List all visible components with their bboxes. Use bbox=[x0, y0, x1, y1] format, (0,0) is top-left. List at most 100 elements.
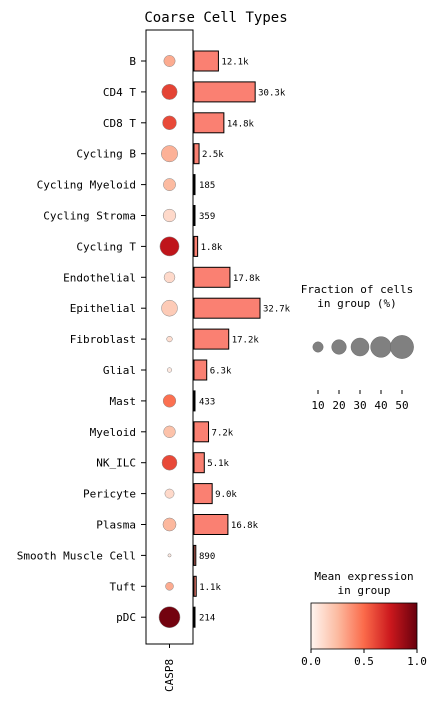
count-label: 5.1k bbox=[207, 459, 229, 469]
count-bar bbox=[193, 143, 200, 165]
color-legend-title-2: in group bbox=[338, 584, 391, 597]
row-label: CD8 T bbox=[103, 117, 136, 130]
count-bar bbox=[193, 235, 199, 257]
count-label: 214 bbox=[199, 614, 215, 624]
size-legend-dot bbox=[312, 341, 324, 353]
count-label: 433 bbox=[199, 397, 215, 407]
row-label: Cycling Stroma bbox=[43, 210, 136, 223]
size-legend-label: 40 bbox=[374, 399, 387, 412]
count-label: 1.1k bbox=[199, 583, 221, 593]
dot bbox=[162, 394, 177, 408]
row-label: NK_ILC bbox=[96, 457, 136, 470]
row-labels: B CD4 T CD8 T Cycling B Cycling Myeloid Cycli… bbox=[17, 55, 146, 624]
colorbar-tick-label: 0.5 bbox=[354, 655, 374, 668]
size-legend-title-2: in group (%) bbox=[317, 297, 396, 310]
row-label: Cycling Myeloid bbox=[37, 179, 136, 192]
row-label: Cycling T bbox=[76, 240, 136, 253]
size-legend-dot bbox=[370, 336, 392, 358]
size-legend-title-1: Fraction of cells bbox=[301, 283, 414, 296]
size-legend-dot bbox=[331, 339, 347, 355]
chart-title: Coarse Cell Types bbox=[144, 10, 287, 26]
row-label: B bbox=[129, 55, 136, 68]
dot bbox=[161, 83, 178, 100]
colorbar-tick-label: 1.0 bbox=[407, 655, 427, 668]
count-label: 12.1k bbox=[221, 58, 249, 68]
row-label: Cycling B bbox=[76, 148, 136, 161]
count-bar bbox=[193, 205, 196, 226]
size-legend: 10 20 30 40 50 bbox=[311, 335, 414, 412]
count-bar bbox=[193, 514, 229, 535]
dot bbox=[161, 145, 178, 163]
size-legend-label: 50 bbox=[395, 399, 408, 412]
count-bar bbox=[193, 452, 205, 474]
count-bar bbox=[193, 544, 197, 566]
count-bar bbox=[193, 421, 210, 443]
row-label: Endothelial bbox=[63, 271, 136, 284]
dot bbox=[163, 425, 176, 438]
row-label: pDC bbox=[116, 611, 136, 624]
row-label: Fibroblast bbox=[70, 333, 136, 346]
size-legend-dot bbox=[390, 335, 414, 359]
count-bar bbox=[193, 266, 231, 288]
count-label: 16.8k bbox=[231, 521, 259, 531]
row-label: Plasma bbox=[96, 519, 136, 532]
count-bar bbox=[193, 174, 196, 196]
dot bbox=[166, 367, 173, 373]
dot bbox=[164, 488, 175, 499]
count-label: 890 bbox=[199, 552, 215, 562]
size-legend-label: 30 bbox=[353, 399, 366, 412]
count-bar bbox=[193, 359, 208, 381]
dot bbox=[161, 454, 178, 471]
size-legend-label: 10 bbox=[311, 399, 324, 412]
dot bbox=[162, 208, 177, 223]
count-bar bbox=[193, 50, 219, 72]
count-label: 17.8k bbox=[233, 274, 261, 284]
count-label: 185 bbox=[199, 181, 215, 191]
gene-label: CASP8 bbox=[163, 659, 176, 692]
dots bbox=[158, 55, 181, 628]
count-label: 32.7k bbox=[263, 305, 291, 315]
colorbar bbox=[310, 602, 418, 650]
row-label: Epithelial bbox=[70, 302, 136, 315]
count-label: 7.2k bbox=[212, 428, 234, 438]
size-legend-dot bbox=[350, 337, 370, 357]
count-bar bbox=[193, 297, 261, 319]
dot bbox=[163, 271, 176, 283]
count-label: 1.8k bbox=[201, 243, 223, 253]
dot bbox=[163, 55, 176, 67]
colorbar-ticks: 0.0 0.5 1.0 bbox=[301, 649, 427, 668]
count-label: 6.3k bbox=[210, 367, 232, 377]
count-label: 359 bbox=[199, 212, 215, 222]
count-bar bbox=[193, 112, 225, 134]
count-label: 2.5k bbox=[202, 150, 224, 160]
row-label: Myeloid bbox=[90, 426, 136, 439]
count-bars: 12.1k 30.3k 14.8k 2.5k 185 359 1.8k 17.8k 32.7k 1… bbox=[193, 50, 291, 628]
count-bar bbox=[193, 483, 213, 505]
count-label: 14.8k bbox=[227, 119, 255, 129]
count-bar bbox=[193, 390, 196, 412]
dot bbox=[159, 236, 180, 257]
row-label: CD4 T bbox=[103, 86, 136, 99]
count-label: 30.3k bbox=[258, 88, 286, 98]
row-label: Mast bbox=[110, 395, 137, 408]
row-label: Pericyte bbox=[83, 488, 136, 501]
color-legend-title-1: Mean expression bbox=[314, 570, 413, 583]
count-bar bbox=[193, 328, 230, 350]
dot bbox=[158, 606, 181, 628]
count-label: 9.0k bbox=[215, 490, 237, 500]
size-legend-label: 20 bbox=[332, 399, 345, 412]
row-label: Glial bbox=[103, 364, 136, 377]
count-bar bbox=[193, 575, 197, 597]
count-bar bbox=[193, 81, 256, 103]
dot bbox=[165, 582, 174, 591]
dot bbox=[167, 553, 172, 558]
row-label: Tuft bbox=[110, 580, 137, 593]
dot bbox=[161, 299, 178, 317]
count-bar bbox=[193, 606, 196, 628]
dot bbox=[162, 115, 177, 131]
count-label: 17.2k bbox=[232, 336, 260, 346]
dot bbox=[162, 517, 177, 532]
dot bbox=[166, 336, 173, 343]
row-label: Smooth Muscle Cell bbox=[17, 549, 136, 562]
